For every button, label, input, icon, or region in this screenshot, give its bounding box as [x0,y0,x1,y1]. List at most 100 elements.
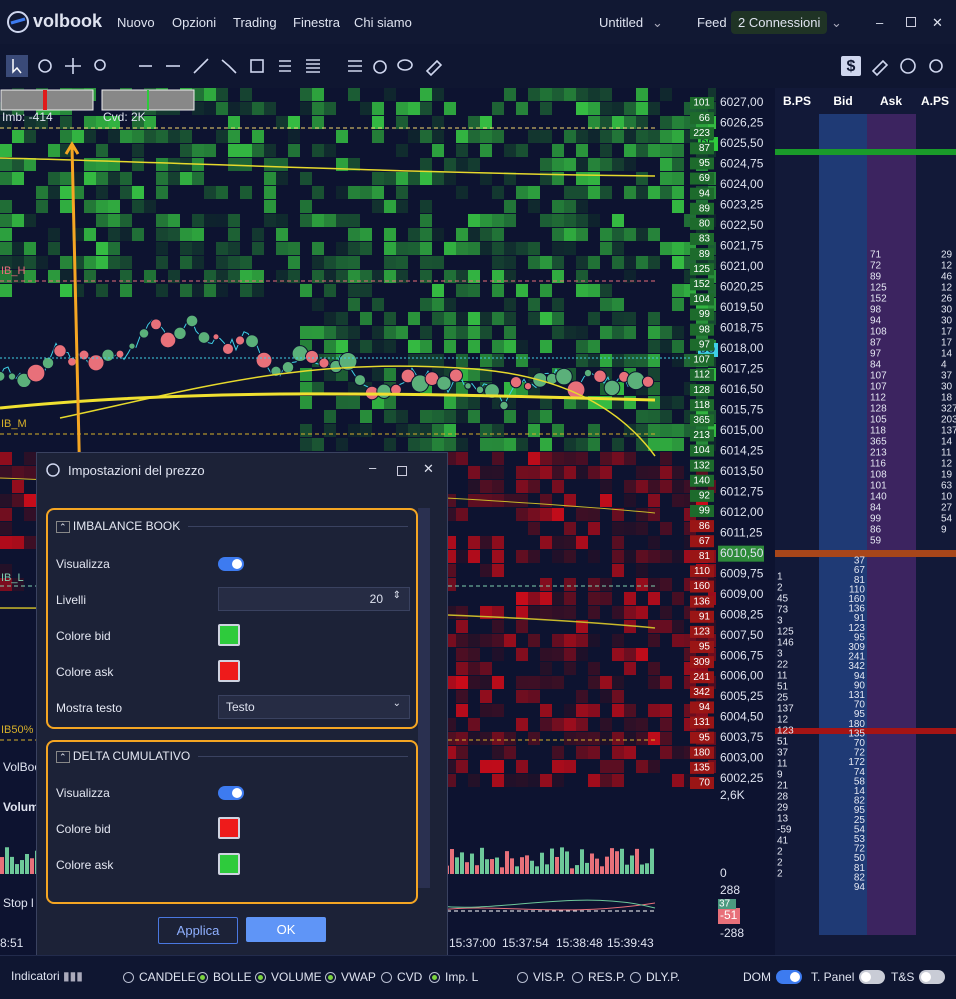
heat-cell [168,214,180,227]
book-size: 223 [693,128,710,139]
heat-cell [540,774,552,787]
heat-cell [204,144,216,157]
tool-settings[interactable] [348,60,362,72]
heat-cell [96,186,108,199]
color-swatch[interactable] [218,817,240,839]
panel-toggle[interactable]: T&S [891,970,946,984]
indicator-option[interactable]: RES.P. [572,970,626,984]
volume-bar [470,853,474,874]
menu-item[interactable]: Nuovo [117,15,155,30]
indicator-option[interactable]: VOLUME [255,970,322,984]
tool-eraser-2[interactable] [871,59,889,77]
dialog-minimize[interactable]: – [369,460,377,475]
maximize[interactable] [906,17,916,27]
color-swatch[interactable] [218,624,240,646]
tool-line[interactable] [193,58,209,74]
menu-item[interactable]: Chi siamo [354,15,412,30]
heat-cell [372,186,384,199]
heat-cell [300,326,312,339]
heat-cell [648,662,660,675]
heat-cell [420,410,432,423]
color-swatch[interactable] [218,853,240,875]
color-swatch[interactable] [218,660,240,682]
book-size-bg [690,233,714,245]
tool-gear[interactable] [929,59,943,73]
dialog-maximize[interactable] [397,466,407,476]
tool-cross[interactable] [65,58,81,74]
heat-cell [324,214,336,227]
book-size: 131 [693,717,710,728]
ok-button[interactable]: OK [246,917,326,942]
delta-section: ⌃ DELTA CUMULATIVO Visualizza Colore bid… [46,740,418,904]
tool-note[interactable] [397,59,413,71]
indicator-option[interactable]: Imp. L [429,970,478,984]
tool-hand[interactable] [38,59,52,73]
tool-eraser[interactable] [425,59,443,77]
tool-timer[interactable] [373,60,387,74]
heat-cell [600,144,612,157]
apply-button[interactable]: Applica [158,917,238,944]
heat-cell [636,564,648,577]
section-title[interactable]: ⌃ IMBALANCE BOOK [56,519,180,533]
tool-path[interactable] [221,59,237,74]
book-size-bg [690,112,714,125]
time-label: 8:51 [0,936,24,950]
tool-select[interactable] [6,55,28,77]
tool-zoom[interactable] [94,59,106,71]
heat-cell [540,606,552,619]
dialog-close[interactable]: ✕ [423,461,434,476]
heat-cell [480,242,492,255]
cvd-axis-label: -288 [720,926,744,940]
levels-input[interactable]: 20 ⇕ [218,587,410,611]
menu-item[interactable]: Opzioni [172,15,217,30]
tool-rect[interactable] [250,59,264,73]
tool-lines[interactable] [279,60,291,72]
heat-cell [624,662,636,675]
volume-bar [640,864,644,874]
heat-cell [96,116,108,129]
heat-cell [420,438,432,451]
dom-ask: 99 [870,514,882,525]
tool-fib[interactable] [306,59,320,73]
heat-cell [648,760,660,773]
chevron[interactable]: ⌄ [831,15,842,30]
minimize[interactable]: – [876,15,884,30]
indicator-option[interactable]: CVD [381,970,422,984]
section-title[interactable]: ⌃ DELTA CUMULATIVO [56,749,190,763]
indicator-option[interactable]: CANDELE [123,970,196,984]
indicator-option[interactable]: VIS.P. [517,970,565,984]
panel-toggle[interactable]: DOM [743,970,802,984]
close[interactable]: ✕ [932,15,943,30]
heat-cell [636,508,648,521]
heat-cell [240,284,252,297]
toggle[interactable] [218,557,244,571]
heat-cell [648,508,660,521]
indicators[interactable]: Indicatori ▮▮▮ [11,969,83,983]
dom-a-ps: 54 [941,514,953,525]
book-size: 112 [694,370,710,381]
heat-cell [552,270,564,283]
indicator-option[interactable]: BOLLE [197,970,252,984]
menu-item[interactable]: Trading [233,15,277,30]
tool-record[interactable] [900,58,916,74]
study-label: VolBoo [3,760,41,774]
text-select[interactable]: Testo ⌄ [218,695,410,719]
toggle[interactable] [218,786,244,800]
currency-button[interactable] [841,56,861,76]
feed[interactable]: Feed [697,15,727,30]
book-size-bg [690,641,714,653]
panel-toggle[interactable]: T. Panel [811,970,886,984]
menu-item[interactable]: Finestra [293,15,340,30]
dom-b-ps: 3 [777,616,783,627]
document-title[interactable]: Untitled [599,15,644,30]
connections[interactable]: 2 Connessioni [731,11,828,34]
volume-bar [505,851,509,874]
indicator-option[interactable]: DLY.P. [630,970,680,984]
time-label: 15:37:00 [449,936,496,950]
dom-a-ps: 27 [941,503,953,514]
heat-cell [660,130,672,143]
chevron[interactable]: ⌄ [652,15,663,30]
heat-cell [480,438,492,451]
indicator-option[interactable]: VWAP [325,970,376,984]
scrollbar[interactable] [418,508,430,888]
